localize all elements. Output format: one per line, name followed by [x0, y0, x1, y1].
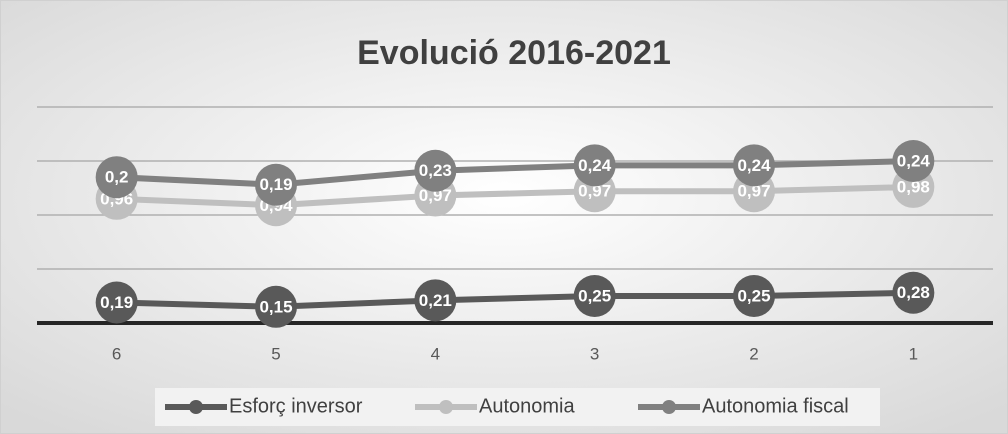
data-label: 0,98: [897, 177, 930, 196]
data-label: 0,24: [897, 151, 931, 170]
x-tick-label: 2: [749, 344, 758, 363]
data-label: 0,19: [100, 293, 133, 312]
data-point: [892, 140, 935, 182]
data-label: 0,24: [737, 156, 771, 175]
data-point: [573, 144, 616, 187]
chart-title: Evolució 2016-2021: [357, 34, 671, 72]
data-label: 0,19: [259, 175, 292, 194]
legend-label: Autonomia: [479, 395, 575, 417]
legend-marker: [439, 400, 453, 414]
legend-marker: [662, 400, 676, 414]
data-label: 0,25: [578, 286, 611, 305]
data-label: 0,97: [419, 186, 452, 205]
legend-label: Esforç inversor: [229, 395, 363, 417]
data-label: 0,2: [105, 168, 129, 187]
x-tick-label: 1: [909, 344, 918, 363]
data-point: [255, 285, 297, 328]
data-label: 0,23: [419, 161, 452, 180]
x-tick-label: 4: [431, 344, 440, 363]
data-label: 0,97: [737, 182, 770, 201]
data-point: [733, 144, 775, 187]
data-label: 0,97: [578, 182, 611, 201]
series-line: [116, 158, 914, 188]
data-point: [414, 149, 457, 192]
data-point: [414, 279, 457, 322]
legend-marker: [189, 400, 203, 414]
series-line: [116, 183, 914, 209]
data-point: [255, 163, 297, 206]
data-point: [95, 281, 138, 324]
data-label: 0,15: [259, 297, 292, 316]
legend-label: Autonomia fiscal: [702, 395, 849, 417]
x-tick-label: 3: [590, 344, 599, 363]
data-point: [892, 271, 935, 314]
x-tick-label: 6: [112, 344, 121, 363]
legend-box: [155, 388, 880, 426]
data-label: 0,21: [419, 291, 452, 310]
x-tick-label: 5: [271, 344, 280, 363]
data-point: [733, 275, 775, 317]
data-label: 0,25: [737, 286, 770, 305]
data-point: [95, 156, 138, 199]
data-point: [573, 275, 616, 317]
series-line: [116, 289, 914, 310]
data-label: 0,24: [578, 156, 612, 175]
data-label: 0,28: [897, 283, 930, 302]
